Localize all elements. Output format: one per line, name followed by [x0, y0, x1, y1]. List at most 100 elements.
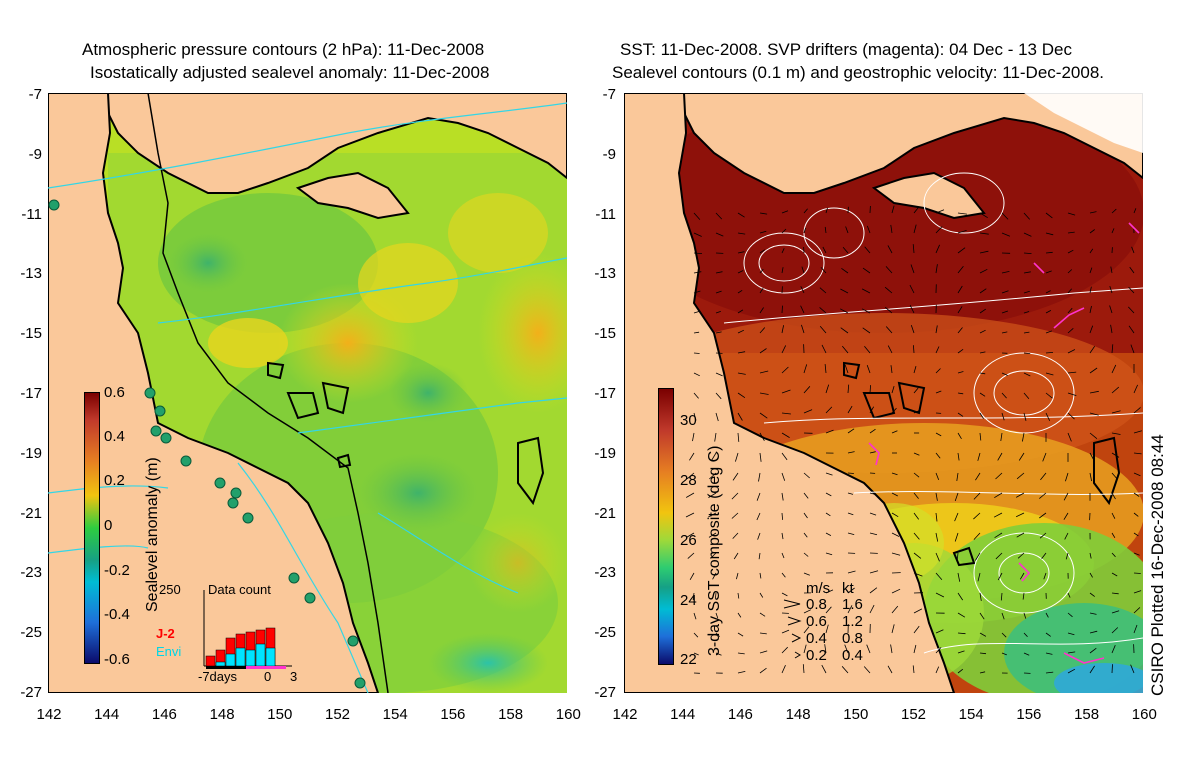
velocity-arrow — [803, 572, 810, 576]
velocity-arrow — [801, 266, 805, 274]
right-title-line2: Sealevel contours (0.1 m) and geostrophi… — [612, 63, 1104, 82]
velocity-arrow — [802, 664, 805, 674]
velocity-arrow — [1000, 592, 1003, 601]
velocity-arrow — [708, 492, 717, 498]
velocity-arrow — [957, 247, 966, 254]
latitude-tick-label: -17 — [20, 385, 42, 402]
velocity-arrow — [1133, 624, 1138, 634]
velocity-arrow — [759, 392, 769, 395]
velocity-arrow — [1001, 612, 1005, 620]
velocity-arrow — [1023, 212, 1030, 220]
velocity-arrow — [979, 412, 984, 420]
velocity-arrow — [1111, 386, 1120, 394]
velocity-arrow — [913, 492, 919, 499]
velocity-arrow — [689, 452, 695, 461]
velocity-arrow — [715, 232, 724, 237]
latitude-tick-label: -11 — [21, 205, 42, 223]
velocity-arrow — [1019, 572, 1025, 580]
velocity-arrow — [1063, 492, 1069, 501]
velocity-arrow — [884, 306, 893, 314]
velocity-arrow — [781, 345, 787, 354]
velocity-arrow — [995, 472, 1003, 480]
velocity-arrow — [1131, 246, 1135, 254]
velocity-arrow — [935, 390, 942, 394]
velocity-arrow — [869, 512, 877, 516]
velocity-arrow — [1067, 592, 1071, 598]
velocity-arrow — [975, 552, 981, 561]
velocity-arrow — [800, 286, 805, 294]
velocity-arrow — [841, 666, 849, 674]
longitude-tick-label: 142 — [36, 706, 62, 723]
velocity-arrow — [819, 307, 827, 314]
velocity-arrow — [781, 389, 791, 394]
velocity-arrow — [685, 512, 695, 518]
velocity-arrow — [781, 452, 788, 461]
velocity-arrow — [1111, 432, 1121, 435]
velocity-arrow — [979, 671, 986, 674]
velocity-arrow — [1045, 330, 1053, 334]
latitude-tick-label: -7 — [28, 86, 42, 103]
velocity-arrow — [1045, 290, 1051, 294]
velocity-arrow — [979, 308, 987, 314]
velocity-arrow — [1089, 647, 1097, 654]
velocity-arrow — [979, 329, 986, 334]
velocity-arrow — [869, 604, 875, 614]
velocity-arrow — [1089, 267, 1093, 274]
velocity-arrow — [973, 492, 981, 500]
latitude-tick-label: -23 — [594, 564, 616, 582]
velocity-arrow — [910, 264, 915, 274]
velocity-arrow — [1023, 652, 1030, 656]
velocity-arrow — [863, 666, 871, 674]
velocity-arrow — [714, 432, 717, 442]
sst-colorbar — [658, 388, 674, 665]
velocity-arrow — [842, 246, 849, 254]
velocity-arrow — [781, 532, 784, 540]
velocity-arrow — [759, 268, 764, 274]
velocity-arrow — [1023, 311, 1030, 314]
velocity-arrow — [979, 351, 986, 354]
velocity-arrow — [1089, 472, 1092, 482]
velocity-arrow — [1045, 392, 1053, 399]
velocity-arrow — [714, 592, 717, 600]
velocity-arrow — [781, 572, 786, 578]
latitude-tick-label: -11 — [595, 205, 616, 223]
velocity-arrow — [715, 652, 722, 656]
velocity-arrow — [935, 264, 938, 274]
velocity-arrow — [979, 392, 986, 397]
velocity-arrow — [979, 250, 989, 254]
velocity-arrow — [1067, 432, 1072, 442]
velocity-arrow — [1133, 384, 1138, 394]
velocity-arrow — [821, 344, 827, 354]
velocity-arrow — [715, 311, 721, 314]
longitude-tick-label: 150 — [843, 706, 869, 723]
velocity-arrow — [1022, 432, 1025, 442]
sealevel-colorbar-tick: -0.2 — [104, 562, 130, 579]
velocity-legend-arrows — [783, 599, 802, 659]
velocity-arrow — [1045, 310, 1052, 314]
latitude-tick-label: -15 — [20, 325, 42, 343]
velocity-arrow — [957, 348, 964, 354]
velocity-arrow — [758, 472, 761, 482]
velocity-arrow — [692, 432, 695, 442]
velocity-arrow — [758, 552, 761, 560]
velocity-arrow — [975, 472, 981, 481]
velocity-arrow — [1001, 212, 1009, 220]
velocity-legend: m/s kt 0.8 1.6 0.6 1.2 0.4 0.8 0.2 0.4 — [780, 576, 880, 672]
velocity-arrow — [1045, 251, 1053, 254]
longitude-tick-label: 146 — [727, 706, 753, 723]
velocity-arrow — [1040, 472, 1047, 481]
velocity-arrow — [781, 267, 784, 274]
velocity-arrow — [957, 432, 962, 440]
credit-label: CSIRO Plotted 16-Dec-2008 08:44 — [1148, 434, 1167, 696]
velocity-arrow — [1045, 270, 1052, 274]
sst-map — [623, 92, 1164, 703]
velocity-arrow — [715, 412, 719, 422]
velocity-arrow — [1023, 232, 1032, 237]
velocity-arrow — [979, 592, 982, 601]
velocity-arrow — [1067, 612, 1073, 618]
velocity-arrow — [825, 532, 832, 536]
velocity-arrow — [759, 592, 764, 598]
velocity-arrow — [737, 432, 740, 442]
velocity-arrow — [1111, 452, 1120, 458]
velocity-arrow — [825, 429, 834, 434]
